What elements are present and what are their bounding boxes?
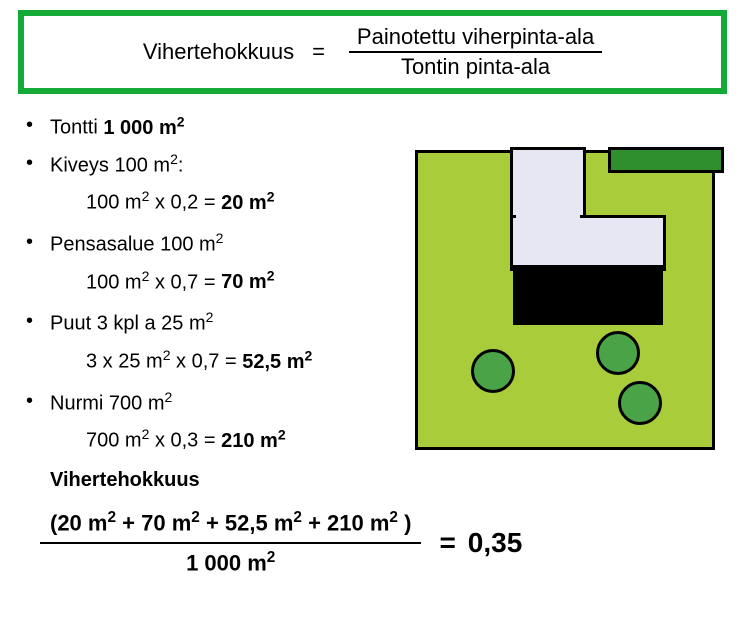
tree-icon	[618, 381, 662, 425]
formula-label: Vihertehokkuus	[143, 39, 304, 65]
shrub-strip	[611, 150, 721, 170]
plot-diagram	[415, 150, 715, 450]
item-label: Tontti 1 000 m2	[50, 112, 727, 142]
final-equals: =	[421, 524, 467, 562]
tree-icon	[596, 331, 640, 375]
final-denominator: 1 000 m2	[176, 544, 285, 582]
formula-numerator: Painotettu viherpinta-ala	[349, 24, 602, 51]
final-calculation: (20 m2 + 70 m2 + 52,5 m2 + 210 m2 ) 1 00…	[18, 504, 727, 582]
formula-fraction: Painotettu viherpinta-ala Tontin pinta-a…	[349, 24, 602, 80]
tree-icon	[471, 349, 515, 393]
formula-denominator: Tontin pinta-ala	[393, 53, 558, 80]
formula-equals: =	[304, 39, 349, 65]
final-result: 0,35	[468, 524, 523, 562]
final-numerator: (20 m2 + 70 m2 + 52,5 m2 + 210 m2 )	[40, 504, 421, 542]
summary-heading: Vihertehokkuus	[18, 467, 727, 494]
formula-box: Vihertehokkuus = Painotettu viherpinta-a…	[18, 10, 727, 94]
building	[513, 265, 663, 325]
list-item: Tontti 1 000 m2	[26, 112, 727, 142]
paving-area	[516, 215, 580, 268]
